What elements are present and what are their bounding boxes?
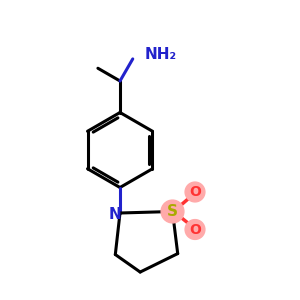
Circle shape — [185, 220, 205, 239]
Circle shape — [161, 200, 184, 223]
Text: O: O — [189, 185, 201, 199]
Text: S: S — [167, 204, 178, 219]
Text: NH₂: NH₂ — [145, 47, 177, 62]
Text: N: N — [108, 207, 121, 222]
Circle shape — [185, 182, 205, 202]
Text: O: O — [189, 223, 201, 236]
